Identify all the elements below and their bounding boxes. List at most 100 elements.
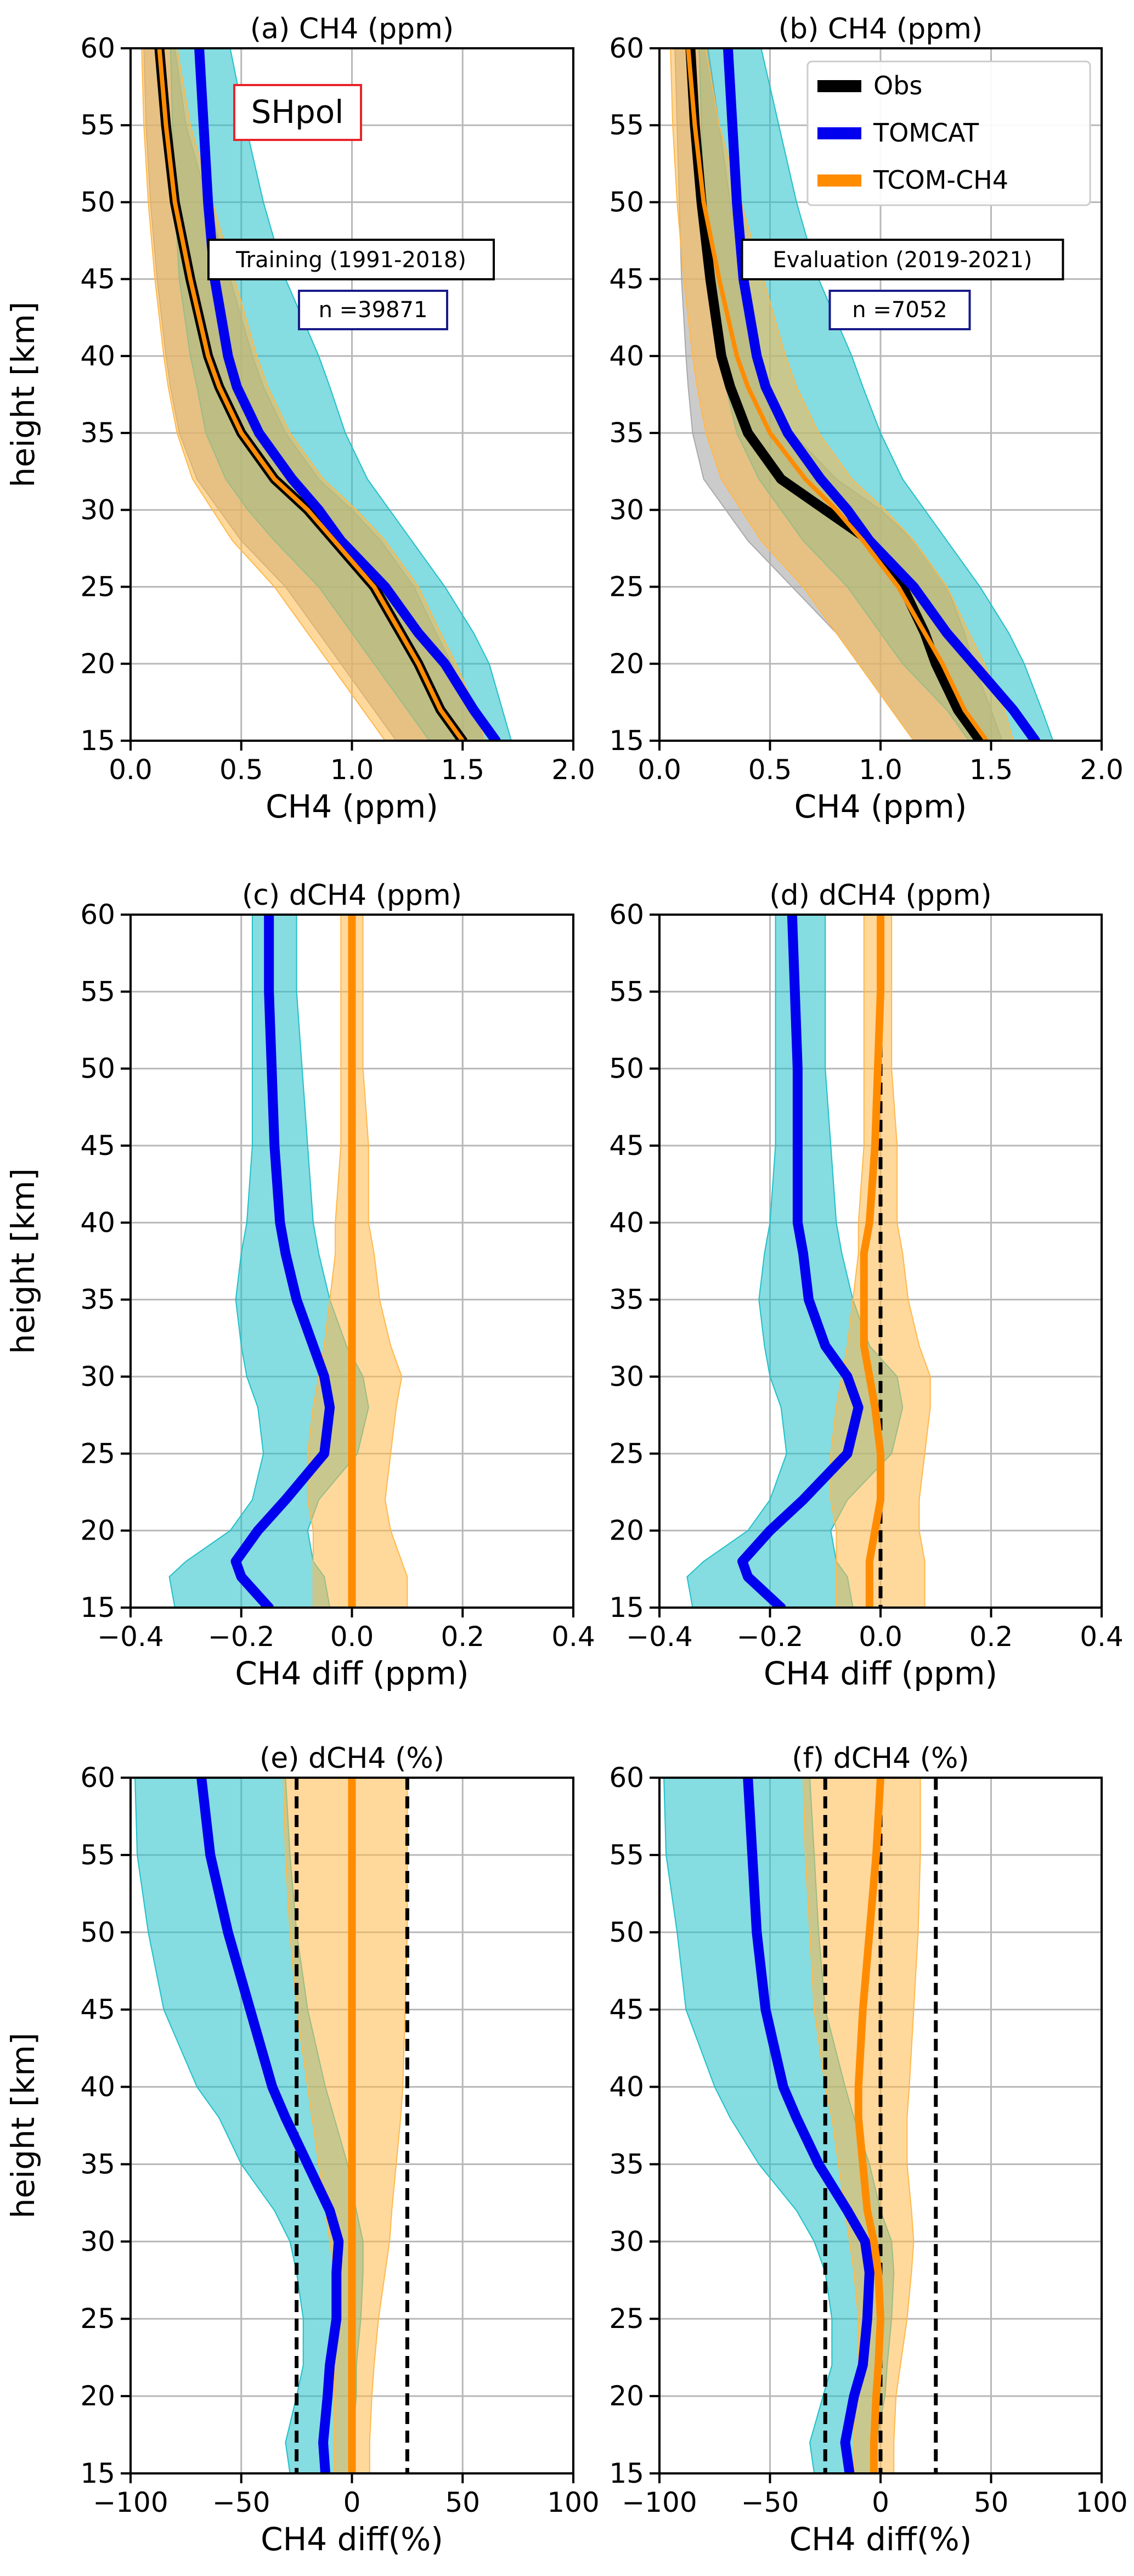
region-label-box xyxy=(233,84,362,141)
x-tick-label: 100 xyxy=(547,2487,599,2518)
series-line-tcom xyxy=(157,48,465,741)
y-tick-label: 55 xyxy=(80,1839,115,1871)
series-line-tomcat xyxy=(737,915,864,1608)
panel-title: (d) dCH4 (ppm) xyxy=(769,879,991,912)
x-tick-label: 0.0 xyxy=(637,754,681,786)
n-count-text: n =7052 xyxy=(852,297,947,323)
series-line-tomcat xyxy=(194,48,501,741)
y-tick-label: 45 xyxy=(80,1994,115,2026)
y-tick-label: 60 xyxy=(609,32,644,64)
y-tick-label: 45 xyxy=(609,1130,644,1162)
x-tick-label: 1.0 xyxy=(859,754,902,786)
y-tick-label: 55 xyxy=(80,976,115,1007)
y-tick-label: 20 xyxy=(80,648,115,680)
region-label: SHpol xyxy=(251,93,344,131)
panel-title: (f) dCH4 (%) xyxy=(792,1742,969,1775)
y-tick-label: 30 xyxy=(80,2225,115,2257)
annotation-box xyxy=(741,239,1064,280)
y-tick-label: 55 xyxy=(609,1839,644,1871)
y-tick-label: 20 xyxy=(80,2380,115,2412)
x-tick-label: 0 xyxy=(872,2487,889,2518)
y-tick-label: 25 xyxy=(609,1438,644,1469)
n-count-text: n =39871 xyxy=(319,297,428,323)
x-axis-label: CH4 diff (ppm) xyxy=(764,1655,997,1692)
series-line-tcom xyxy=(860,915,884,1608)
y-tick-label: 60 xyxy=(80,1762,115,1794)
x-axis-label: CH4 (ppm) xyxy=(794,788,967,825)
y-tick-label: 40 xyxy=(80,340,115,372)
y-tick-label: 15 xyxy=(609,725,644,757)
y-tick-label: 25 xyxy=(609,2303,644,2335)
x-tick-label: −0.4 xyxy=(97,1621,163,1653)
panel-c: −0.4 −0.2 0.0 0.2 0.4 15 20 25 30 35 40 45 50 55 60 (c)… xyxy=(4,879,595,1692)
panel-title: (c) dCH4 (ppm) xyxy=(242,879,462,912)
x-tick-label: 0.4 xyxy=(551,1621,595,1653)
y-tick-label: 30 xyxy=(80,1361,115,1393)
y-tick-label: 30 xyxy=(609,1361,644,1393)
x-tick-label: −50 xyxy=(741,2487,799,2518)
x-tick-label: 0.5 xyxy=(748,754,792,786)
y-tick-label: 20 xyxy=(609,2380,644,2412)
legend-obs-label: Obs xyxy=(873,71,922,100)
y-tick-label: 40 xyxy=(609,2071,644,2103)
y-tick-label: 55 xyxy=(609,976,644,1007)
y-tick-label: 30 xyxy=(80,494,115,526)
x-tick-label: 0.2 xyxy=(441,1621,484,1653)
band-tcom xyxy=(670,48,1014,741)
annotation-box xyxy=(207,239,495,280)
x-tick-label: −0.2 xyxy=(737,1621,803,1653)
y-tick-label: 40 xyxy=(609,340,644,372)
panel-e: −100 −50 0 50 100 15 20 25 30 35 40 45 50 55 60 (e) dCH… xyxy=(4,1742,600,2558)
series-line-tomcat xyxy=(196,1778,344,2473)
y-tick-label: 15 xyxy=(80,725,115,757)
annotation-text: Training (1991-2018) xyxy=(235,247,466,273)
y-tick-label: 45 xyxy=(609,1994,644,2026)
y-tick-label: 15 xyxy=(609,2457,644,2489)
y-tick-label: 30 xyxy=(609,2225,644,2257)
x-tick-label: 0.5 xyxy=(219,754,263,786)
x-tick-label: 0.4 xyxy=(1080,1621,1124,1653)
y-tick-label: 20 xyxy=(609,648,644,680)
series-line-tomcat xyxy=(723,48,1041,741)
series-line-tcom xyxy=(686,48,989,741)
x-tick-label: 1.0 xyxy=(330,754,374,786)
plot-area xyxy=(663,1778,938,2473)
y-axis-label: height [km] xyxy=(4,2033,42,2219)
plot-area xyxy=(168,915,408,1608)
y-tick-label: 35 xyxy=(80,1284,115,1316)
decor-layer: SHpol Obs TOMCAT TCOM-CH4 xyxy=(233,60,1091,206)
n-count-box xyxy=(828,290,971,330)
y-tick-label: 40 xyxy=(80,1207,115,1238)
y-tick-label: 25 xyxy=(609,571,644,603)
x-tick-label: 0.2 xyxy=(969,1621,1013,1653)
series-line-tcom xyxy=(854,1778,884,2473)
y-tick-label: 50 xyxy=(609,186,644,218)
y-tick-label: 55 xyxy=(609,109,644,141)
y-tick-label: 50 xyxy=(609,1917,644,1948)
legend-tcom-label: TCOM-CH4 xyxy=(873,165,1008,195)
y-tick-label: 60 xyxy=(80,32,115,64)
y-tick-label: 50 xyxy=(80,186,115,218)
y-tick-label: 15 xyxy=(609,1592,644,1624)
x-tick-label: −50 xyxy=(212,2487,270,2518)
y-tick-label: 15 xyxy=(80,1592,115,1624)
legend-box xyxy=(806,60,1091,206)
y-axis-label: height [km] xyxy=(4,302,42,488)
y-tick-label: 15 xyxy=(80,2457,115,2489)
y-tick-label: 20 xyxy=(609,1515,644,1547)
plot-area xyxy=(686,915,931,1608)
y-tick-label: 35 xyxy=(609,2148,644,2180)
x-tick-label: 50 xyxy=(445,2487,480,2518)
y-tick-label: 25 xyxy=(80,2303,115,2335)
panel-d: −0.4 −0.2 0.0 0.2 0.4 15 20 25 30 35 40 45 50 55 60 (d)… xyxy=(609,879,1123,1692)
x-tick-label: 2.0 xyxy=(1080,754,1124,786)
y-tick-label: 45 xyxy=(609,263,644,295)
plot-area xyxy=(141,48,512,741)
x-axis-label: CH4 (ppm) xyxy=(266,788,438,825)
x-tick-label: −100 xyxy=(622,2487,697,2518)
series-line-obs xyxy=(685,48,985,741)
panel-f: −100 −50 0 50 100 15 20 25 30 35 40 45 50 55 60 (f) dCH… xyxy=(609,1742,1127,2558)
annotation-text: Evaluation (2019-2021) xyxy=(772,247,1032,273)
y-tick-label: 25 xyxy=(80,571,115,603)
